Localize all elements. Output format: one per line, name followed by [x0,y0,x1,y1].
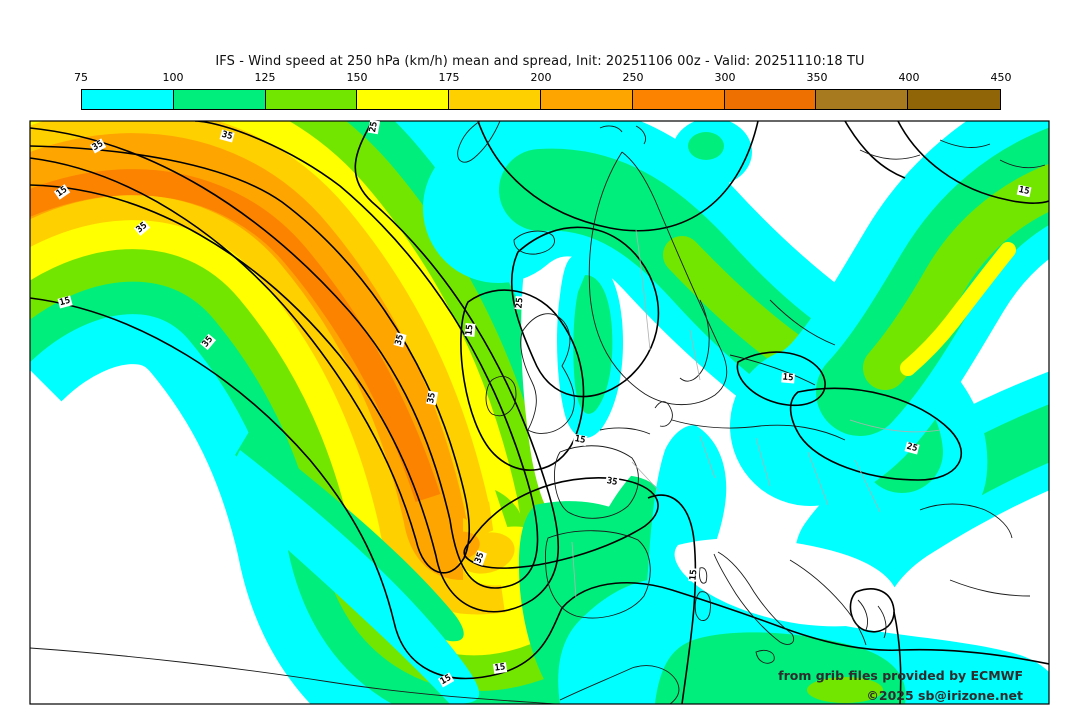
topmid-green-blob [688,132,724,160]
colorbar-tick-125: 125 [254,71,276,84]
contour-label-15: 15 [572,433,588,447]
colorbar-segment-400-450 [908,90,1000,109]
coastlines [30,121,1046,704]
colorbar-segment-250-300 [632,90,725,109]
colorbar-tick-75: 75 [74,71,88,84]
colorbar-segment-200-250 [540,90,633,109]
chart-title: IFS - Wind speed at 250 hPa (km/h) mean … [215,54,865,69]
south-chartreuse-patch [807,677,883,703]
country-borders [571,229,941,599]
colorbar-tick-300: 300 [714,71,736,84]
colorbar-segment-300-350 [724,90,817,109]
contour-label-25: 25 [514,296,526,310]
colorbar-segment-75-100 [82,90,174,109]
colorbar-tick-200: 200 [530,71,552,84]
colorbar-segment-125-150 [265,90,358,109]
colorbar-segment-100-125 [173,90,266,109]
colorbar-tick-100: 100 [162,71,184,84]
colorbar-segment-150-175 [357,90,450,109]
attribution-copyright: ©2025 sb@irizone.net [866,688,1023,703]
colorbar-tick-450: 450 [990,71,1012,84]
turkey-white-gap [945,542,1049,602]
colorbar-segment-350-400 [816,90,909,109]
colorbar [81,89,1001,110]
colorbar-tick-350: 350 [806,71,828,84]
jet-southwest-flank-cyan [220,450,480,704]
colorbar-segment-175-200 [449,90,541,109]
jet-southwest-flank-green [235,430,464,642]
contour-label-15: 15 [492,662,508,674]
contour-label-15: 15 [781,372,795,384]
colorbar-tick-400: 400 [898,71,920,84]
spread-contours [30,121,1049,704]
contour-label-15: 15 [464,323,476,337]
colorbar-tick-150: 150 [346,71,368,84]
map-frame [29,120,1050,705]
colorbar-tick-250: 250 [622,71,644,84]
contour-label-35: 35 [604,475,620,489]
contour-label-15: 15 [688,568,700,582]
attribution-source: from grib files provided by ECMWF [778,668,1023,683]
colorbar-tick-175: 175 [438,71,460,84]
